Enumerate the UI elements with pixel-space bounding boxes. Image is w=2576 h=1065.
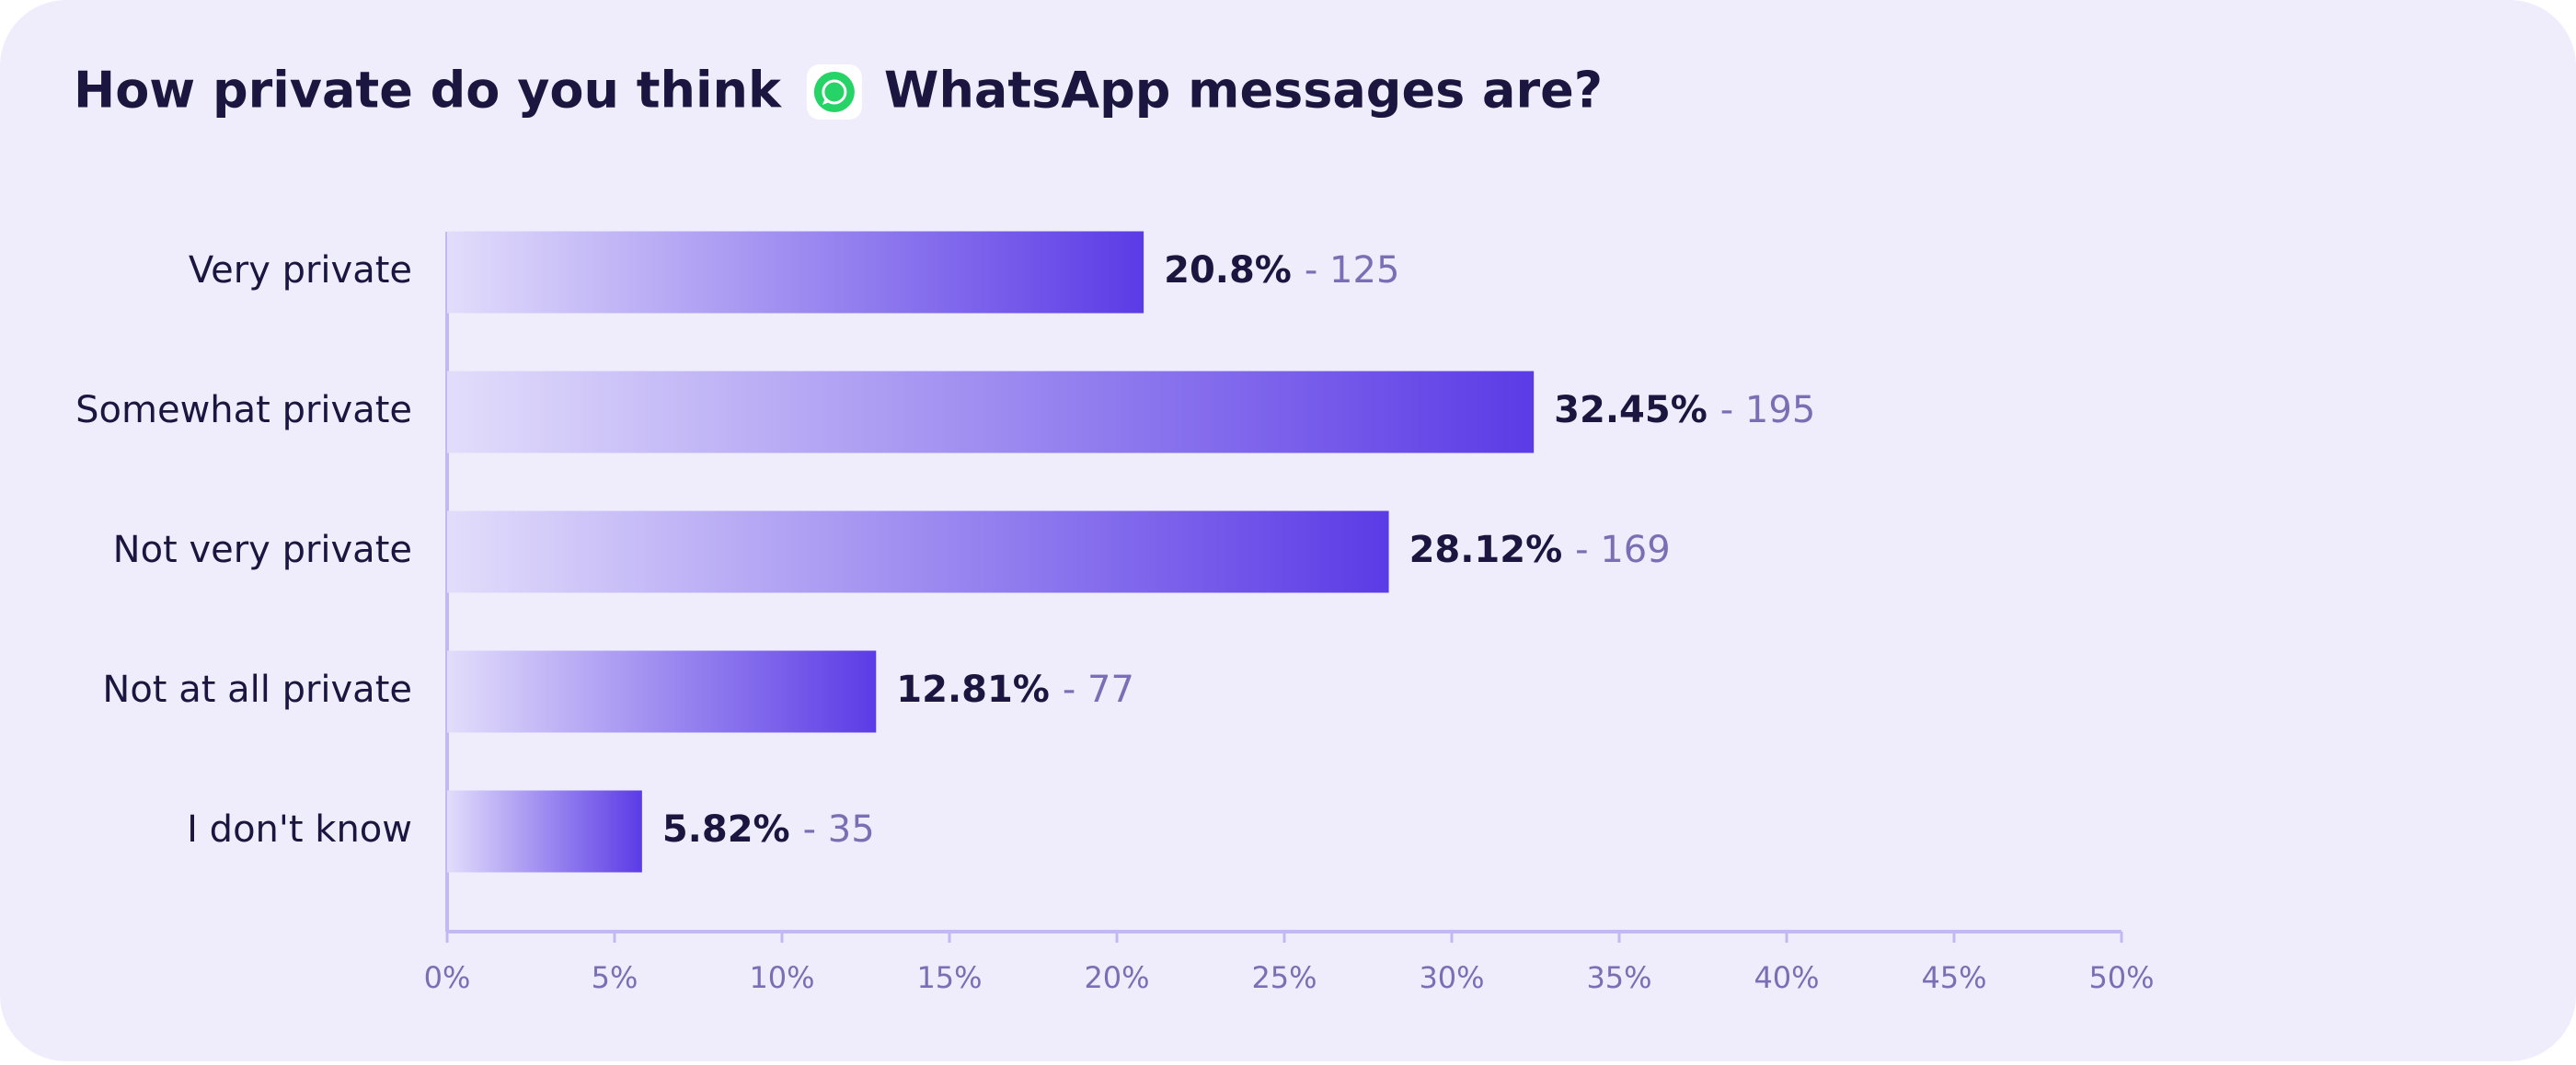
bar <box>447 510 1389 593</box>
value-label: 12.81% - 77 <box>896 669 1134 711</box>
y-tick-label: Not very private <box>113 529 412 571</box>
y-tick-label: Very private <box>189 249 412 292</box>
chart-title: WhatsApp messages are? <box>884 62 1603 120</box>
y-tick-label: I don't know <box>187 808 412 851</box>
x-tick-label: 15% <box>916 960 982 995</box>
bar <box>447 650 877 733</box>
value-label: 20.8% - 125 <box>1164 249 1399 292</box>
x-tick-label: 10% <box>749 960 814 995</box>
value-percent: 32.45% <box>1554 389 1708 431</box>
value-percent: 28.12% <box>1409 529 1563 571</box>
y-tick-label: Not at all private <box>102 669 412 711</box>
whatsapp-icon <box>806 64 862 120</box>
x-tick-label: 5% <box>592 960 638 995</box>
x-tick-label: 30% <box>1419 960 1484 995</box>
value-percent: 12.81% <box>896 669 1050 711</box>
value-percent: 5.82% <box>662 808 790 851</box>
x-tick-label: 0% <box>424 960 471 995</box>
chart-title: How private do you think <box>74 62 782 120</box>
value-label: 28.12% - 169 <box>1409 529 1671 571</box>
value-count: - 125 <box>1305 249 1400 292</box>
value-count: - 35 <box>803 808 875 851</box>
x-tick-label: 25% <box>1251 960 1317 995</box>
x-tick-label: 35% <box>1586 960 1651 995</box>
x-tick-label: 40% <box>1754 960 1819 995</box>
value-percent: 20.8% <box>1164 249 1292 292</box>
bar <box>447 371 1535 453</box>
y-tick-label: Somewhat private <box>75 389 412 431</box>
x-tick-label: 20% <box>1084 960 1149 995</box>
value-label: 32.45% - 195 <box>1554 389 1815 431</box>
x-tick-label: 50% <box>2088 960 2154 995</box>
value-count: - 77 <box>1063 669 1134 711</box>
bar <box>447 790 642 873</box>
bar <box>447 231 1144 314</box>
value-count: - 169 <box>1575 529 1671 571</box>
value-count: - 195 <box>1720 389 1816 431</box>
x-tick-label: 45% <box>1921 960 1986 995</box>
value-label: 5.82% - 35 <box>662 808 875 851</box>
